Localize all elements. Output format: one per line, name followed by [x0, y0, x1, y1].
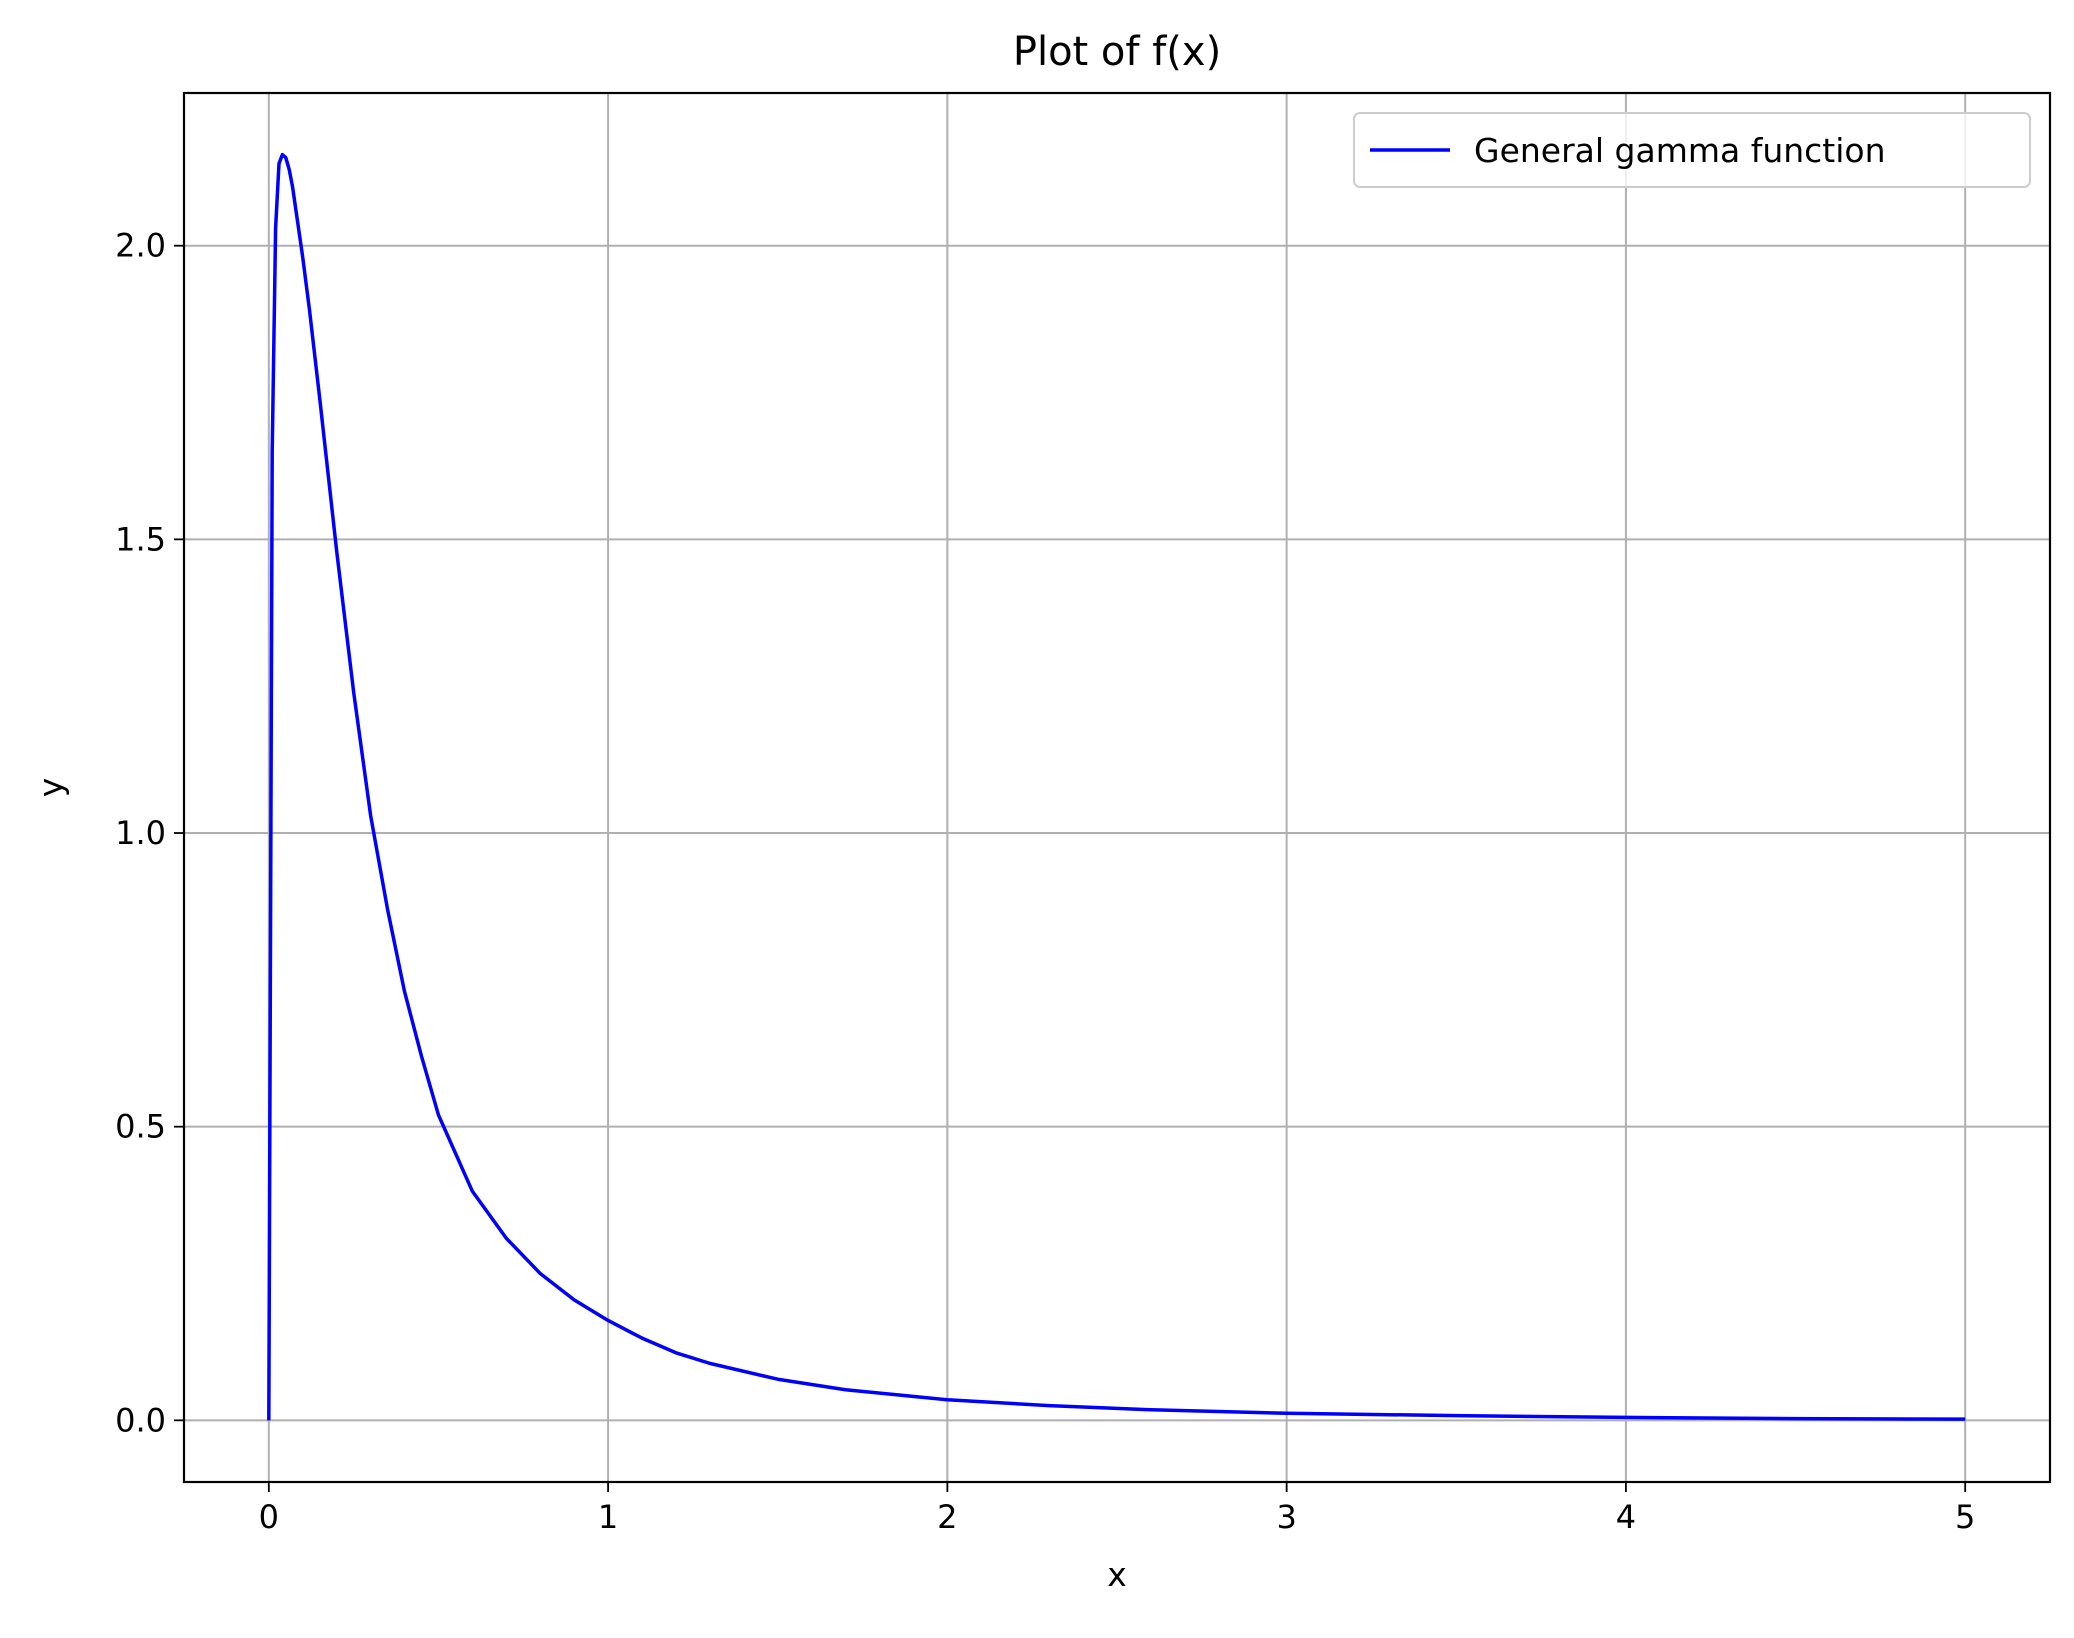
ticks: 0 1 2 3 4 5 0.0 0.5 1.0 1.5 2.0 [115, 227, 1975, 1536]
y-tick-label: 1.0 [115, 814, 166, 852]
chart-title: Plot of f(x) [1013, 29, 1221, 75]
y-tick-label: 2.0 [115, 227, 166, 265]
y-axis-label: y [31, 778, 70, 798]
legend-box [1353, 112, 2031, 188]
y-tick-label: 0.0 [115, 1401, 166, 1439]
y-tick-label: 1.5 [115, 520, 166, 558]
x-tick-label: 4 [1616, 1498, 1636, 1536]
plot-area-frame [182, 91, 2052, 1484]
legend: General gamma function [1353, 112, 2031, 188]
x-tick-label: 1 [598, 1498, 618, 1536]
x-tick-label: 2 [937, 1498, 957, 1536]
legend-label: General gamma function [1474, 131, 1886, 170]
grid [184, 93, 2050, 1482]
series-line [267, 152, 1966, 1421]
series-layer [267, 152, 1966, 1421]
x-axis-label: x [1107, 1555, 1127, 1594]
x-tick-label: 5 [1955, 1498, 1975, 1536]
y-tick-label: 0.5 [115, 1108, 166, 1146]
x-tick-label: 0 [259, 1498, 279, 1536]
x-tick-label: 3 [1276, 1498, 1296, 1536]
